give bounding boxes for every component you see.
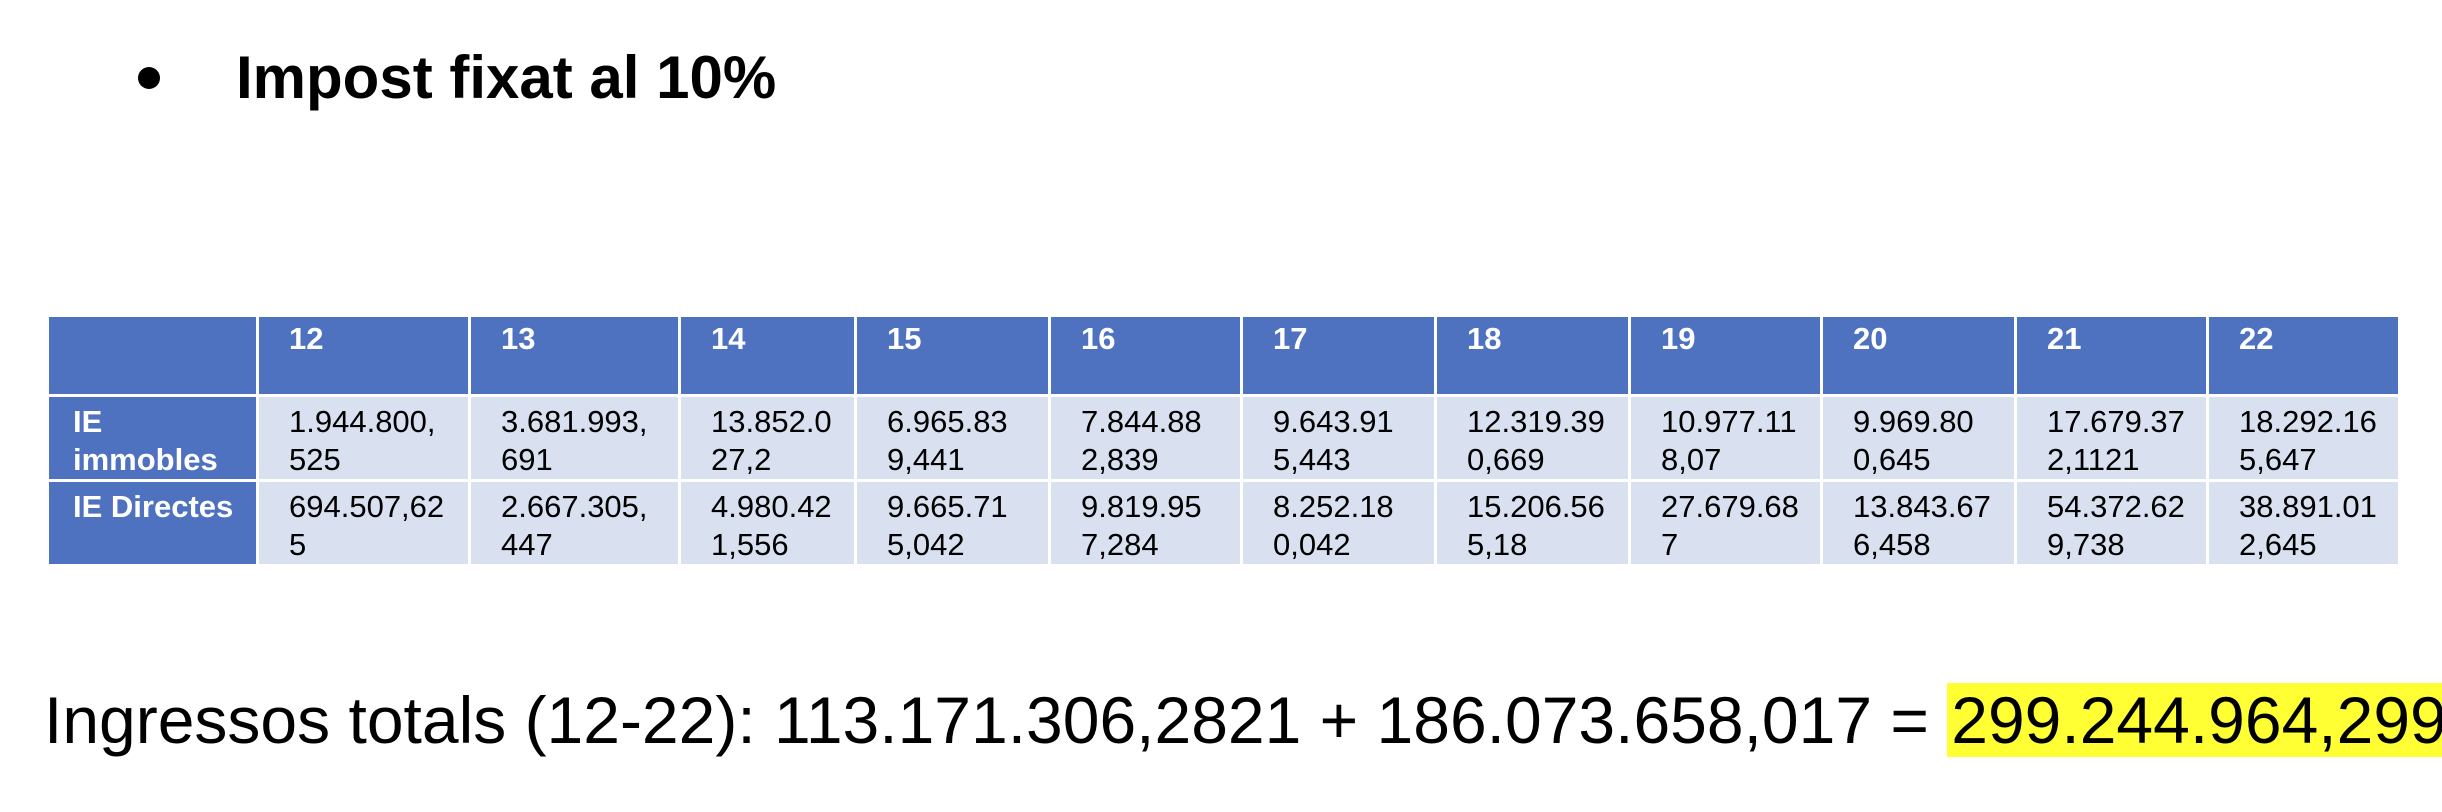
table-cell: 18.292.165,647 xyxy=(2206,394,2401,482)
column-header: 20 xyxy=(1820,314,2017,397)
table-cell: 1.944.800,525 xyxy=(256,394,471,482)
table-cell: 13.843.676,458 xyxy=(1820,479,2017,567)
table-cell: 694.507,625 xyxy=(256,479,471,567)
table-cell: 3.681.993,691 xyxy=(468,394,681,482)
bullet-dot-icon xyxy=(138,67,160,89)
table-cell: 27.679.687 xyxy=(1628,479,1823,567)
row-label: IE Directes xyxy=(46,479,259,567)
table-cell: 7.844.882,839 xyxy=(1048,394,1243,482)
heading-text: Impost fixat al 10% xyxy=(236,44,777,111)
table-cell: 54.372.629,738 xyxy=(2014,479,2209,567)
column-header: 19 xyxy=(1628,314,1823,397)
total-result-highlighted: 299.244.964,2991 xyxy=(1947,683,2442,757)
tax-table: 12 13 14 15 16 17 18 19 20 21 22 IE immo… xyxy=(46,314,2401,567)
total-addend-1: 113.171.306,2821 xyxy=(774,683,1302,757)
column-header: 15 xyxy=(854,314,1051,397)
column-header: 18 xyxy=(1434,314,1631,397)
table-cell: 13.852.027,2 xyxy=(678,394,857,482)
table-cell: 38.891.012,645 xyxy=(2206,479,2401,567)
column-header: 14 xyxy=(678,314,857,397)
total-addend-2: 186.073.658,017 xyxy=(1376,683,1873,757)
column-header: 21 xyxy=(2014,314,2209,397)
table-row: IE immobles 1.944.800,525 3.681.993,691 … xyxy=(46,394,2401,482)
column-header: 13 xyxy=(468,314,681,397)
table-cell: 12.319.390,669 xyxy=(1434,394,1631,482)
table-cell: 9.665.715,042 xyxy=(854,479,1051,567)
column-header: 12 xyxy=(256,314,471,397)
table-cell: 9.819.957,284 xyxy=(1048,479,1243,567)
column-header: 17 xyxy=(1240,314,1437,397)
table-cell: 10.977.118,07 xyxy=(1628,394,1823,482)
table-cell: 4.980.421,556 xyxy=(678,479,857,567)
column-header xyxy=(46,314,259,397)
table-cell: 9.643.915,443 xyxy=(1240,394,1437,482)
equals-sign: = xyxy=(1890,683,1929,757)
table-header-row: 12 13 14 15 16 17 18 19 20 21 22 xyxy=(46,314,2401,397)
row-label: IE immobles xyxy=(46,394,259,482)
plus-sign: + xyxy=(1319,683,1359,757)
total-label: Ingressos totals (12-22): xyxy=(44,683,756,757)
total-income-line: Ingressos totals (12-22): 113.171.306,28… xyxy=(44,680,2442,760)
table-row: IE Directes 694.507,625 2.667.305,447 4.… xyxy=(46,479,2401,567)
table-cell: 6.965.839,441 xyxy=(854,394,1051,482)
table-cell: 9.969.800,645 xyxy=(1820,394,2017,482)
table-cell: 17.679.372,1121 xyxy=(2014,394,2209,482)
table-cell: 15.206.565,18 xyxy=(1434,479,1631,567)
table-cell: 8.252.180,042 xyxy=(1240,479,1437,567)
column-header: 22 xyxy=(2206,314,2401,397)
bullet-heading: Impost fixat al 10% xyxy=(130,38,776,118)
table-cell: 2.667.305,447 xyxy=(468,479,681,567)
column-header: 16 xyxy=(1048,314,1243,397)
